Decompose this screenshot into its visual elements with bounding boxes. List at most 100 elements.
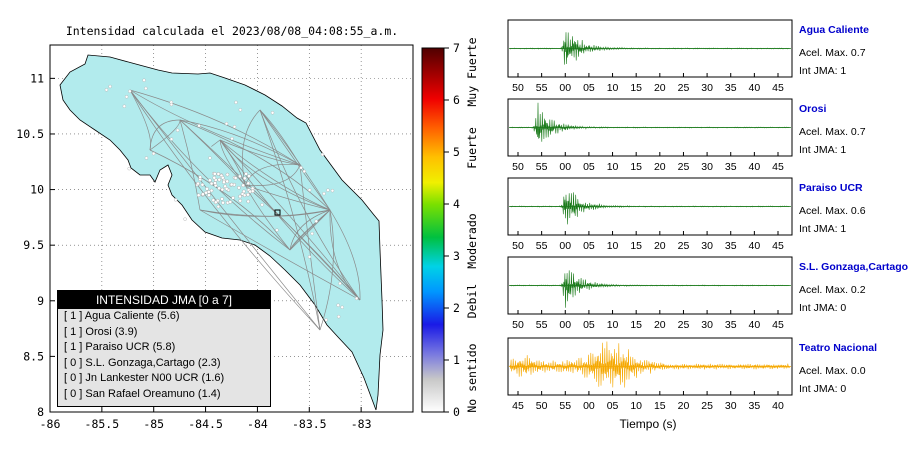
legend-item: [ 0 ] S.L. Gonzaga,Cartago (2.3) [64,356,221,369]
waveform-tick-label: 50 [512,240,524,252]
road-line [219,139,301,166]
station-accel: Acel. Max. 0.7 [799,126,866,138]
station-dot [275,228,279,232]
road-line [129,89,301,166]
road-line [289,209,331,251]
waveform-trace [509,102,790,142]
station-dot [208,178,212,183]
map-y-tick-label: 9.5 [23,238,44,252]
station-dot [108,84,112,89]
map-y-tick-label: 11 [30,71,44,85]
colorbar-labels: Muy Fuerte Fuerte Moderado Debil No sentido [465,37,479,412]
road-line [299,164,321,331]
waveform-tick-label: 40 [749,319,761,331]
colorbar-tick-label: 4 [453,197,460,211]
station-dot [302,169,307,174]
station-dot [198,175,203,180]
road-line [242,109,261,186]
station-intensity: Int JMA: 0 [799,383,846,395]
station-dot [246,199,251,204]
waveform-tick-label: 10 [630,400,642,412]
map-x-axis: -86 -85.5 -85 -84.5 -84 -83.5 -83 [40,407,372,431]
waveform-tick-label: 35 [725,240,737,252]
waveform-tick-label: 30 [701,161,713,173]
colorbar-label: No sentido [465,343,479,412]
station-dot [196,193,201,198]
waveform-tick-label: 20 [654,82,666,94]
station-name: S.L. Gonzaga,Cartago [799,261,908,273]
station-dot [237,185,241,190]
road-line [129,89,321,331]
waveform-tick-label: 30 [701,82,713,94]
waveform-tick-label: 15 [630,319,642,331]
station-dot [205,187,209,191]
waveform-tick-label: 55 [536,319,548,331]
road-line [179,119,331,211]
colorbar-tick-label: 1 [453,353,460,367]
station-markers [104,78,359,322]
station-dot [104,88,109,92]
road-line [244,164,301,186]
waveform-tick-label: 00 [583,400,595,412]
waveform-tick-label: 20 [654,161,666,173]
colorbar-tick-label: 5 [453,145,460,159]
waveform-tick-label: 40 [749,161,761,173]
road-line [129,89,301,166]
road-line [289,209,331,251]
waveform-panel-0: 50 55 00 05 10 15 20 25 30 35 40 45 Agua Caliente Ace… [507,19,869,94]
colorbar-label: Muy Fuerte [465,37,479,106]
intensity-colorbar: 7 6 5 4 3 2 1 0 Muy Fuerte Fuerte Moderado Debil No… [421,37,479,419]
station-dot [336,303,340,307]
station-dot [200,182,205,187]
colorbar-label: Fuerte [465,127,479,169]
map-y-tick-label: 8.5 [23,349,44,363]
waveform-tick-label: 05 [583,82,595,94]
waveform-tick-label: 40 [749,240,761,252]
legend-item: [ 0 ] Jn Lankester N00 UCR (1.6) [64,372,225,384]
waveform-tick-label: 30 [701,319,713,331]
station-dot [340,305,344,309]
station-dot [240,192,245,196]
map-x-tick-label: -84.5 [188,417,223,431]
road-line [329,209,361,301]
station-dot [222,180,226,185]
station-dot [196,181,200,186]
waveform-tick-label: 10 [607,161,619,173]
station-dot [169,102,174,107]
station-dot [207,193,211,197]
waveform-tick-label: 15 [630,240,642,252]
map-frame [49,44,414,413]
station-dot [232,125,237,129]
station-name: Teatro Nacional [799,342,877,354]
station-dot [142,78,146,82]
waveform-tick-label: 10 [607,82,619,94]
road-line [149,119,181,151]
station-name: Paraiso UCR [799,182,863,194]
waveform-tick-label: 35 [725,161,737,173]
map-y-tick-label: 9 [37,294,44,308]
station-dot [230,136,234,141]
station-dot [216,172,221,176]
waveform-x-label: Tiempo (s) [620,417,677,431]
map-y-tick-label: 10 [30,183,44,197]
station-dot [212,175,217,180]
station-dot [128,89,132,94]
waveform-tick-label: 00 [559,319,571,331]
station-intensity: Int JMA: 1 [799,144,846,156]
waveform-tick-label: 05 [583,240,595,252]
station-dot [221,200,225,205]
waveform-tick-label: 20 [678,400,690,412]
station-dot [175,128,180,132]
station-dot [213,172,217,176]
station-dot [320,152,325,157]
waveform-trace [509,341,790,388]
station-dot [220,197,224,201]
station-dot [124,95,129,99]
station-dot [127,166,131,171]
station-dot [122,104,127,108]
station-dot [241,183,245,188]
map-y-axis: 8 8.5 9 9.5 10 10.5 11 [16,71,55,419]
waveform-tick-label: 15 [630,161,642,173]
map-x-tick-label: -85 [143,417,164,431]
waveform-tick-label: 05 [583,161,595,173]
